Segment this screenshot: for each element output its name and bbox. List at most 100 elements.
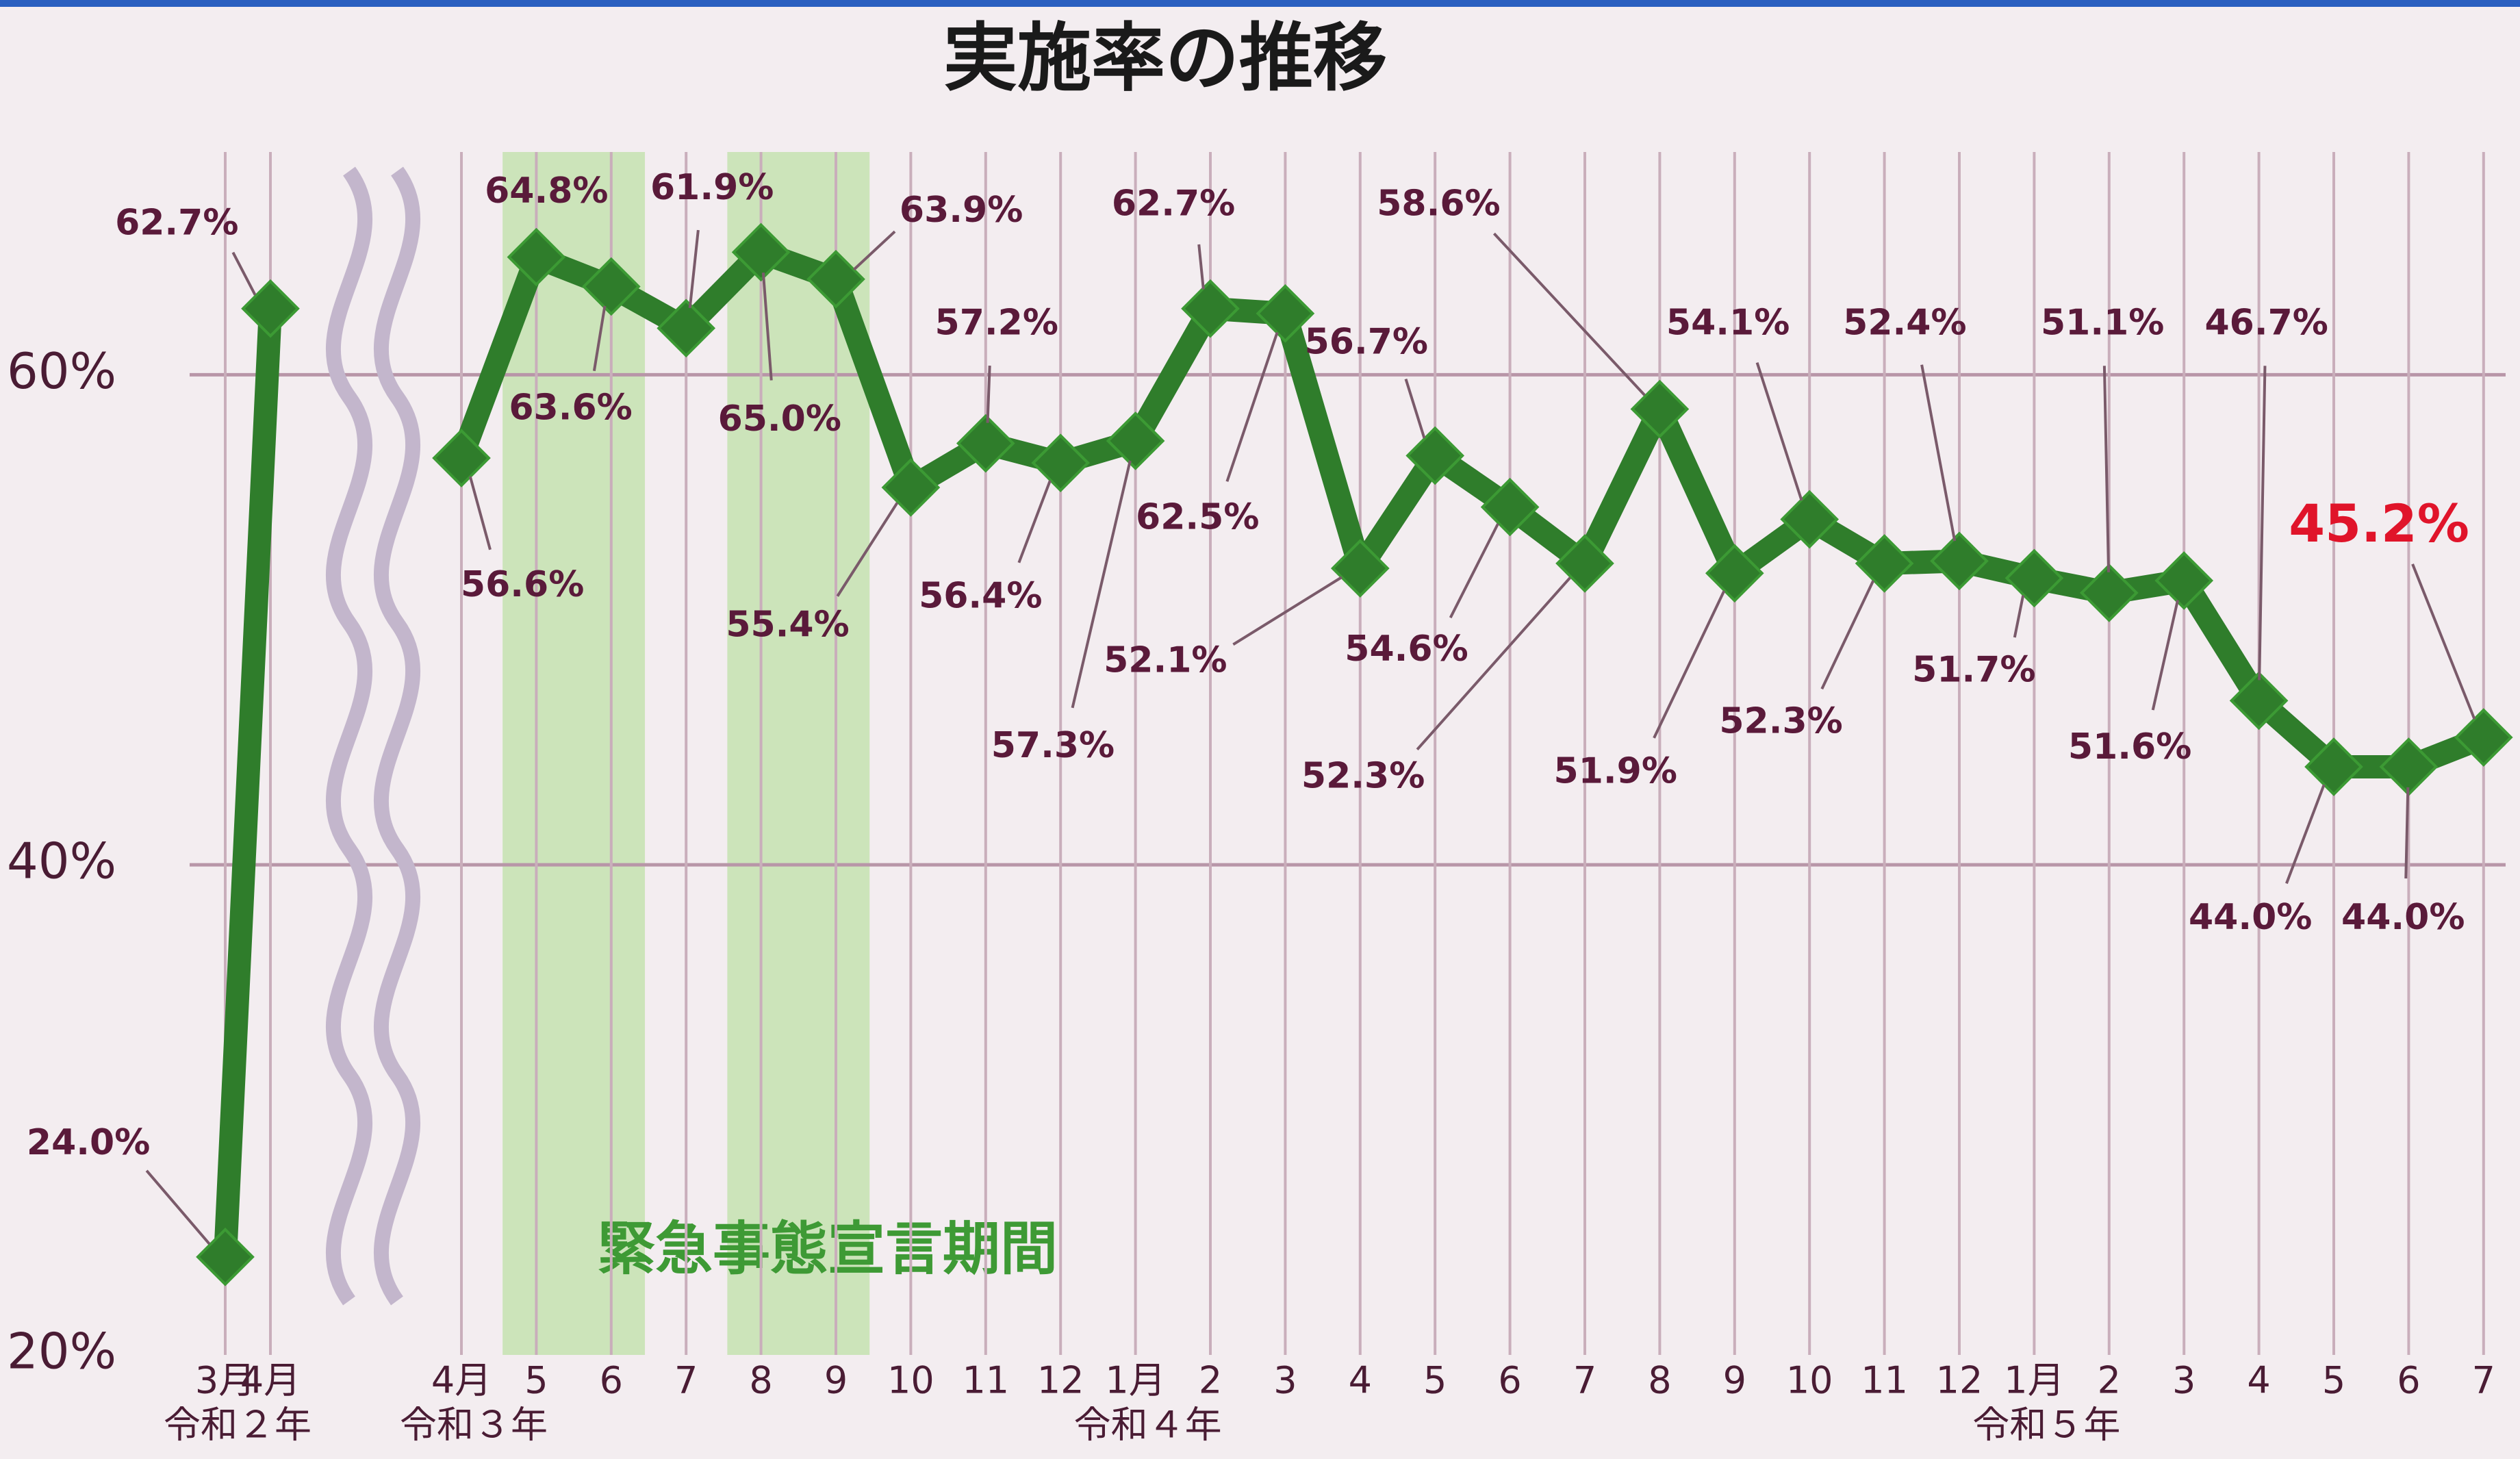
x-tick-label: 7 <box>674 1359 698 1402</box>
point-marker <box>1256 284 1315 343</box>
leader-line <box>1232 576 1342 646</box>
x-tick-label: 5 <box>524 1359 548 1402</box>
leader-line <box>986 365 991 423</box>
x-tick-label: 8 <box>749 1359 772 1402</box>
x-tick-label: 6 <box>2397 1359 2420 1402</box>
x-tick-label: 4 <box>2247 1359 2270 1402</box>
leader-line <box>592 305 607 372</box>
top-strip <box>0 0 2520 7</box>
value-label: 62.7% <box>1112 183 1235 225</box>
point-marker <box>2004 548 2064 608</box>
value-label: 62.7% <box>115 203 238 244</box>
leader-line <box>2151 600 2179 711</box>
point-marker <box>806 249 865 309</box>
leader-line <box>1449 523 1499 619</box>
point-marker <box>657 299 716 358</box>
x-tick-label: 9 <box>824 1359 848 1402</box>
y-tick-label: 20% <box>7 1323 116 1380</box>
leader-line <box>1017 480 1052 563</box>
point-marker <box>2454 708 2513 767</box>
x-tick-label: 7 <box>2472 1359 2495 1402</box>
value-label: 54.1% <box>1666 302 1790 343</box>
leader-line <box>761 272 773 381</box>
value-label: 58.6% <box>1377 183 1500 225</box>
year-label: 令和４年 <box>1074 1404 1222 1447</box>
year-label: 令和２年 <box>164 1404 311 1447</box>
value-label: 51.7% <box>1912 649 2035 690</box>
leader-line <box>688 229 700 309</box>
point-marker <box>1181 279 1240 338</box>
leader-line <box>1225 331 1279 482</box>
leader-line <box>2258 366 2267 681</box>
value-label: 52.3% <box>1719 701 1842 742</box>
value-label: 56.7% <box>1305 321 1428 362</box>
point-marker <box>2154 551 2214 610</box>
x-tick-label: 9 <box>1723 1359 1746 1402</box>
x-tick-label: 11 <box>962 1359 1009 1402</box>
leader-line <box>2404 787 2410 879</box>
value-label: 44.0% <box>2341 897 2465 938</box>
value-label: 63.6% <box>509 388 632 429</box>
x-tick-label: 12 <box>1037 1359 1084 1402</box>
point-marker <box>1031 433 1091 493</box>
value-label: 57.2% <box>935 302 1058 343</box>
leader-line <box>1653 590 1726 739</box>
point-marker <box>731 223 791 282</box>
x-tick-label: 4月 <box>240 1359 301 1402</box>
x-tick-label: 7 <box>1573 1359 1596 1402</box>
point-marker <box>2304 737 2363 796</box>
point-marker <box>432 429 491 487</box>
value-label: 62.5% <box>1136 496 1259 537</box>
axis-break <box>326 166 420 1306</box>
x-tick-label: 1月 <box>1105 1359 1165 1402</box>
x-tick-label: 4 <box>1349 1359 1372 1402</box>
leader-line <box>1820 580 1875 690</box>
value-label: 54.6% <box>1345 629 1468 670</box>
point-marker <box>1780 490 1840 549</box>
point-marker <box>196 1228 255 1286</box>
highlight-period <box>727 152 870 1355</box>
value-label: 44.0% <box>2189 897 2312 938</box>
point-marker <box>1330 539 1390 598</box>
x-tick-label: 1月 <box>2004 1359 2064 1402</box>
leader-line <box>1755 362 1803 501</box>
point-marker <box>1630 379 1690 439</box>
line-piece <box>450 240 2495 778</box>
point-marker <box>1555 534 1614 593</box>
x-tick-label: 8 <box>1648 1359 1671 1402</box>
leader-line <box>2013 595 2025 638</box>
value-label: 46.7% <box>2204 302 2328 343</box>
y-tick-label: 40% <box>7 833 116 890</box>
leader-line <box>1416 576 1571 751</box>
x-tick-label: 5 <box>1423 1359 1447 1402</box>
y-tick-label: 60% <box>7 342 116 400</box>
point-marker <box>1405 426 1465 485</box>
value-label: 63.9% <box>900 190 1023 231</box>
value-label: 64.8% <box>485 170 608 212</box>
data-layer: 24.0% 62.7% 56.6% 64.8% 63.6% 61.9% 65.0% 63.9%… <box>27 167 2513 1286</box>
year-label: 令和５年 <box>1972 1404 2120 1447</box>
point-marker <box>1705 544 1764 603</box>
value-label: 51.9% <box>1554 750 1677 791</box>
leader-line <box>2411 563 2476 720</box>
leader-line <box>1404 378 1426 439</box>
value-label: 56.6% <box>461 564 584 605</box>
leader-line <box>231 251 257 296</box>
point-marker <box>241 279 300 338</box>
x-tick-label: 3月 <box>195 1359 255 1402</box>
point-marker <box>881 458 941 517</box>
value-label: 24.0% <box>27 1122 150 1163</box>
x-tick-label: 4月 <box>431 1359 492 1402</box>
highlight-label: 緊急事態宣言期間 <box>598 1215 1058 1282</box>
value-label: 45.2% <box>2289 493 2469 554</box>
value-label: 65.0% <box>718 398 841 440</box>
value-label: 51.6% <box>2068 726 2191 767</box>
value-label: 61.9% <box>650 167 774 208</box>
x-tick-label: 3 <box>1273 1359 1297 1402</box>
x-tick-label: 3 <box>2172 1359 2196 1402</box>
leader-line <box>145 1169 211 1245</box>
leader-line <box>468 476 492 550</box>
